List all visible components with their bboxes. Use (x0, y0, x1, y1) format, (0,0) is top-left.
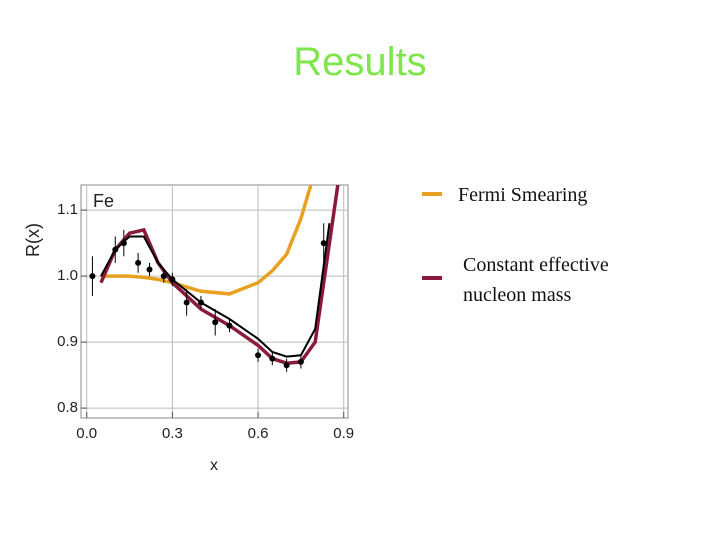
data-point (320, 240, 327, 247)
data-point (89, 273, 96, 280)
legend-swatch (422, 192, 442, 196)
data-point (135, 259, 142, 266)
data-point (183, 299, 190, 306)
series-line (100, 185, 313, 296)
legend-label: Constant effective nucleon mass (463, 254, 609, 306)
data-point (269, 355, 276, 362)
y-tick-label: 1.0 (57, 267, 78, 284)
legend-label: Fermi Smearing (458, 184, 588, 206)
y-tick-label: 0.9 (57, 333, 78, 350)
panel-label: Fe (93, 191, 114, 211)
y-tick-label: 1.1 (57, 201, 78, 218)
x-axis-label: x (210, 457, 218, 474)
data-point (283, 362, 290, 369)
data-point (160, 273, 167, 280)
data-point (146, 266, 153, 273)
x-tick-label: 0.0 (76, 425, 97, 442)
data-point (120, 240, 127, 247)
data-point (226, 322, 233, 329)
slide-title: Results (293, 40, 427, 84)
x-tick-label: 0.6 (248, 425, 269, 442)
y-tick-label: 0.8 (57, 399, 78, 416)
x-tick-label: 0.9 (333, 425, 354, 442)
y-axis-label: R(x) (23, 223, 43, 257)
plot-frame (80, 184, 349, 419)
x-tick-label: 0.3 (162, 425, 183, 442)
data-point (297, 358, 304, 365)
data-point (169, 276, 176, 283)
data-point (112, 246, 119, 253)
data-point (212, 319, 219, 326)
legend-swatch (422, 276, 442, 280)
data-point (197, 299, 204, 306)
data-point (255, 352, 262, 359)
